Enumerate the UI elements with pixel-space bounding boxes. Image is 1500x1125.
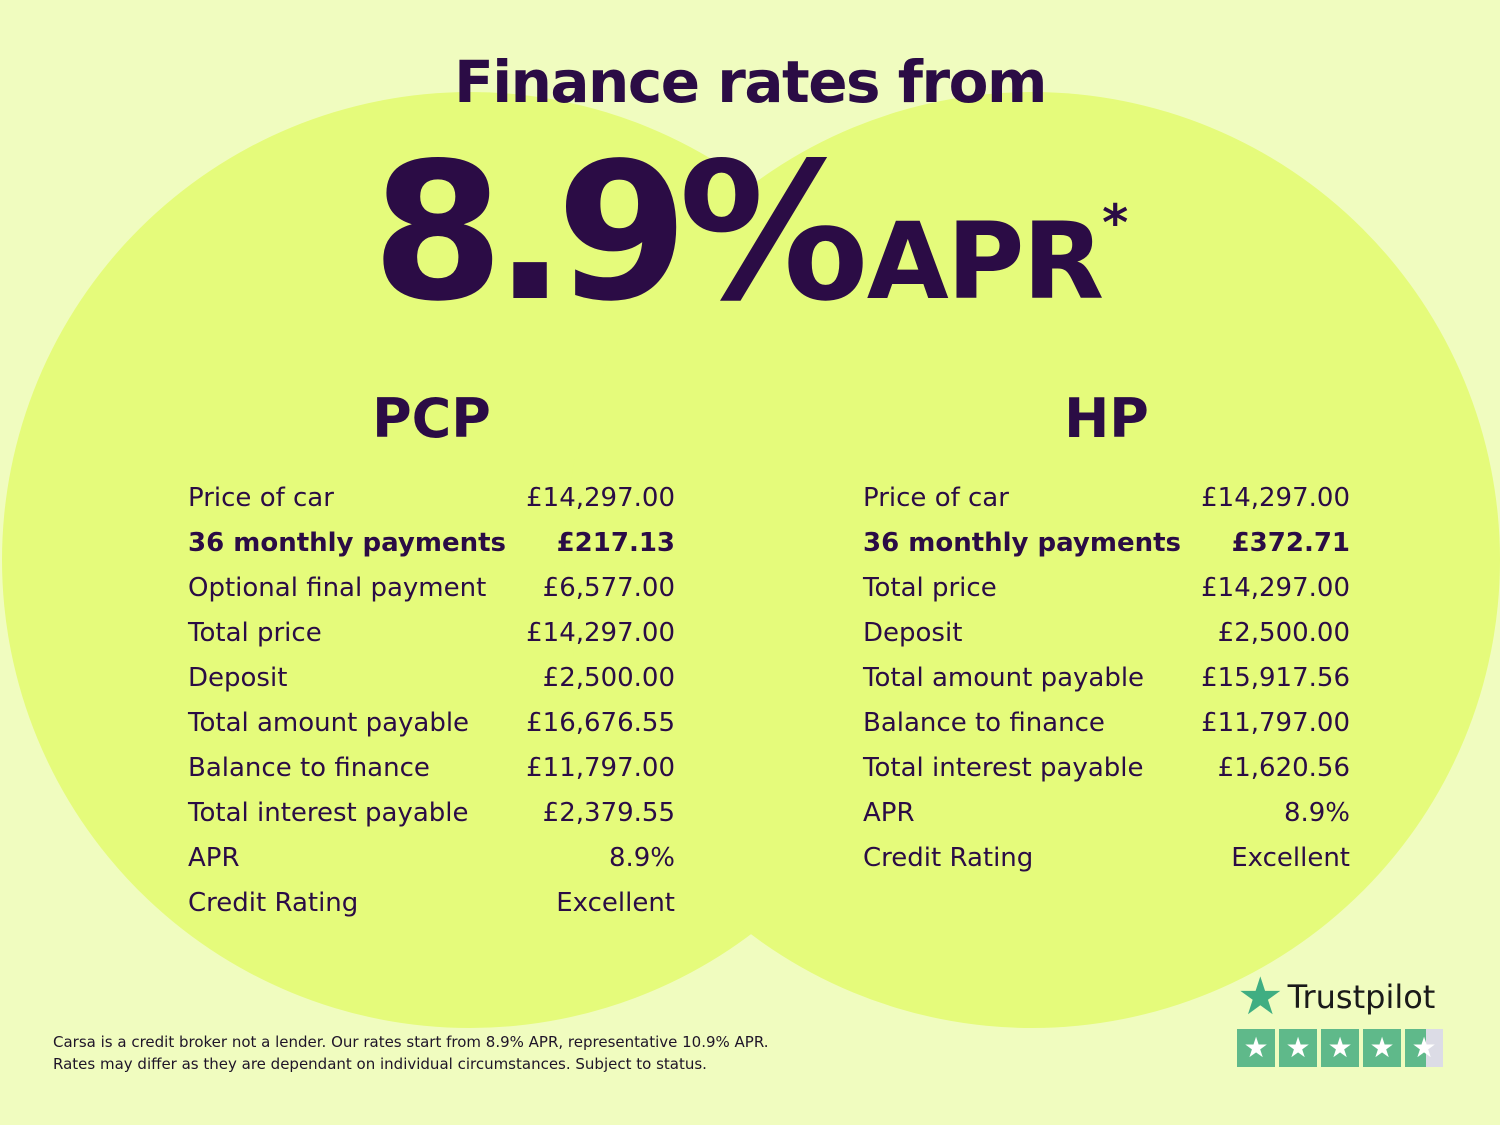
row-label: Price of car (863, 483, 1009, 513)
row-label: APR (188, 843, 240, 873)
row-label: Optional final payment (188, 573, 487, 603)
row-label: Total amount payable (863, 663, 1145, 693)
rate-display: 8.9%APR* (0, 122, 1500, 343)
hp-table: HP Price of car £14,297.00 36 monthly paym… (863, 388, 1350, 881)
table-row: Total interest payable £2,379.55 (188, 791, 675, 836)
table-row: Total interest payable £1,620.56 (863, 746, 1350, 791)
rate-suffix: APR (866, 200, 1104, 323)
row-label: Balance to finance (863, 708, 1105, 738)
disclaimer: Carsa is a credit broker not a lender. O… (53, 1031, 769, 1075)
table-row: Optional final payment £6,577.00 (188, 566, 675, 611)
trustpilot-rating: ★ ★ ★ ★ ★ (1237, 1029, 1443, 1067)
table-row: Total amount payable £16,676.55 (188, 701, 675, 746)
right-circle-decoration (564, 92, 1500, 1028)
row-value: £217.13 (556, 528, 675, 558)
row-label: Total price (863, 573, 997, 603)
table-row: Price of car £14,297.00 (188, 476, 675, 521)
table-row: Total amount payable £15,917.56 (863, 656, 1350, 701)
row-label: Deposit (188, 663, 288, 693)
table-row: 36 monthly payments £217.13 (188, 521, 675, 566)
rate-asterisk: * (1102, 194, 1129, 252)
trustpilot-star-icon: ★ (1237, 967, 1284, 1027)
hp-title: HP (1064, 387, 1149, 450)
table-row: Total price £14,297.00 (188, 611, 675, 656)
row-label: Balance to finance (188, 753, 430, 783)
row-label: Credit Rating (863, 843, 1034, 873)
row-label: Total interest payable (188, 798, 469, 828)
row-label: Total amount payable (188, 708, 470, 738)
row-value: £6,577.00 (542, 573, 675, 603)
row-value: £2,500.00 (1217, 618, 1350, 648)
row-value: £1,620.56 (1217, 753, 1350, 783)
table-row: 36 monthly payments £372.71 (863, 521, 1350, 566)
pcp-title: PCP (372, 387, 491, 450)
row-label: 36 monthly payments (863, 528, 1181, 558)
row-label: APR (863, 798, 915, 828)
row-value: £14,297.00 (1201, 483, 1350, 513)
row-value: £16,676.55 (526, 708, 675, 738)
disclaimer-line: Carsa is a credit broker not a lender. O… (53, 1033, 769, 1051)
pcp-rows: Price of car £14,297.00 36 monthly payment… (188, 476, 675, 926)
row-value: 8.9% (608, 843, 675, 873)
table-row: APR 8.9% (188, 836, 675, 881)
row-value: Excellent (556, 888, 675, 918)
hp-rows: Price of car £14,297.00 36 monthly payment… (863, 476, 1350, 881)
row-label: Price of car (188, 483, 334, 513)
pcp-table: PCP Price of car £14,297.00 36 monthly pay… (188, 388, 675, 926)
trustpilot-badge: ★ Trustpilot ★ ★ ★ ★ ★ (1237, 967, 1443, 1067)
row-label: Credit Rating (188, 888, 359, 918)
table-row: Credit Rating Excellent (188, 881, 675, 926)
row-label: 36 monthly payments (188, 528, 506, 558)
row-label: Total price (188, 618, 322, 648)
table-row: Deposit £2,500.00 (188, 656, 675, 701)
row-value: £14,297.00 (526, 618, 675, 648)
table-row: Price of car £14,297.00 (863, 476, 1350, 521)
trustpilot-name: Trustpilot (1287, 978, 1436, 1016)
row-value: £11,797.00 (526, 753, 675, 783)
headline: Finance rates from (454, 48, 1047, 116)
table-row: Deposit £2,500.00 (863, 611, 1350, 656)
table-row: Total price £14,297.00 (863, 566, 1350, 611)
row-value: £15,917.56 (1201, 663, 1350, 693)
row-value: £14,297.00 (1201, 573, 1350, 603)
disclaimer-line: Rates may differ as they are dependant o… (53, 1055, 707, 1073)
row-value: £14,297.00 (526, 483, 675, 513)
table-row: Credit Rating Excellent (863, 836, 1350, 881)
row-label: Deposit (863, 618, 963, 648)
table-row: Balance to finance £11,797.00 (863, 701, 1350, 746)
row-value: £11,797.00 (1201, 708, 1350, 738)
table-row: Balance to finance £11,797.00 (188, 746, 675, 791)
row-value: 8.9% (1283, 798, 1350, 828)
rate-value: 8.9% (371, 122, 869, 343)
rating-star-icon: ★ (1405, 1029, 1443, 1067)
rating-star-icon: ★ (1279, 1029, 1317, 1067)
rating-star-icon: ★ (1363, 1029, 1401, 1067)
row-value: £372.71 (1231, 528, 1350, 558)
rating-star-icon: ★ (1237, 1029, 1275, 1067)
row-value: £2,500.00 (542, 663, 675, 693)
rating-star-icon: ★ (1321, 1029, 1359, 1067)
row-value: Excellent (1231, 843, 1350, 873)
table-row: APR 8.9% (863, 791, 1350, 836)
row-label: Total interest payable (863, 753, 1144, 783)
row-value: £2,379.55 (542, 798, 675, 828)
